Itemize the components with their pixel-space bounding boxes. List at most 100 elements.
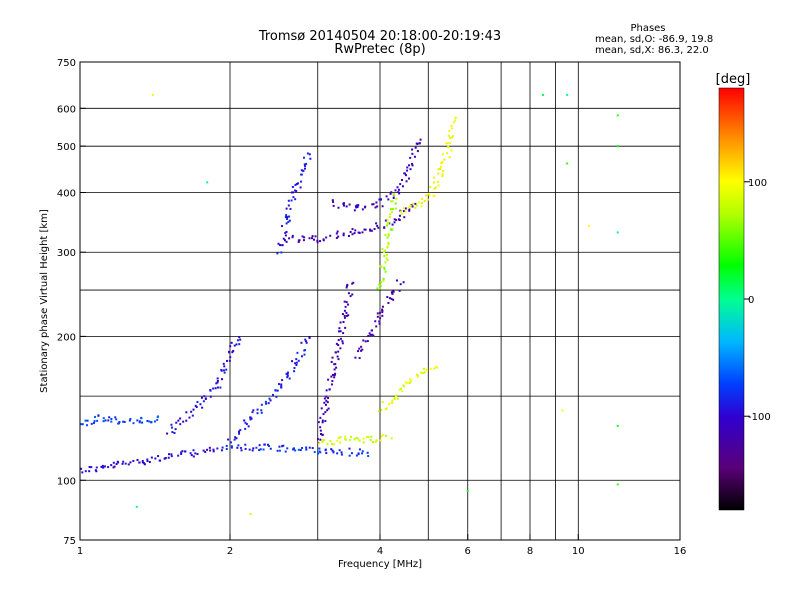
data-point: [294, 449, 297, 452]
data-point: [384, 219, 387, 222]
data-point: [249, 513, 252, 516]
data-point: [260, 403, 263, 406]
data-point: [209, 449, 212, 452]
data-point: [112, 461, 115, 464]
data-point: [355, 436, 358, 439]
data-point: [146, 459, 149, 462]
data-point: [297, 359, 300, 362]
data-point: [352, 281, 355, 284]
data-point: [447, 145, 450, 148]
data-point: [371, 333, 374, 336]
data-point: [376, 315, 379, 318]
data-point: [237, 339, 240, 342]
data-point: [420, 205, 423, 208]
data-point: [326, 442, 329, 445]
stats-line-o: mean, sd,O: -86.9, 19.8: [595, 34, 713, 45]
data-point: [297, 240, 300, 243]
data-point: [136, 458, 139, 461]
data-point: [425, 194, 428, 197]
data-point: [367, 334, 370, 337]
data-point: [448, 130, 451, 133]
data-point: [317, 452, 320, 455]
data-point: [416, 375, 419, 378]
data-point: [102, 420, 105, 423]
data-point: [229, 441, 232, 444]
data-point: [399, 283, 402, 286]
data-point: [309, 157, 312, 160]
data-point: [408, 205, 411, 208]
data-point: [319, 429, 322, 432]
data-point: [333, 376, 336, 379]
data-point: [369, 228, 372, 231]
data-point: [427, 192, 430, 195]
data-point: [288, 215, 291, 218]
data-point: [411, 162, 414, 165]
data-point: [420, 371, 423, 374]
data-point: [192, 408, 195, 411]
data-point: [355, 454, 358, 457]
data-point: [413, 155, 416, 158]
data-point: [184, 450, 187, 453]
data-point: [389, 192, 392, 195]
data-point: [240, 449, 243, 452]
data-point: [115, 463, 118, 466]
data-point: [386, 224, 389, 227]
data-point: [401, 185, 404, 188]
data-point: [337, 436, 340, 439]
data-point: [374, 320, 377, 323]
data-point: [391, 208, 394, 211]
data-point: [118, 421, 121, 424]
data-point: [281, 225, 284, 228]
data-point: [107, 466, 110, 469]
data-point: [414, 206, 417, 209]
data-point: [255, 446, 258, 449]
data-point: [337, 344, 340, 347]
data-point: [88, 470, 91, 473]
data-point: [349, 295, 352, 298]
data-point: [401, 212, 404, 215]
data-point: [345, 286, 348, 289]
data-point: [393, 398, 396, 401]
data-point: [330, 448, 333, 451]
data-point: [177, 454, 180, 457]
data-point: [384, 261, 387, 264]
data-point: [295, 361, 298, 364]
data-point: [146, 420, 149, 423]
data-point: [288, 219, 291, 222]
data-point: [398, 214, 401, 217]
data-point: [377, 226, 380, 229]
data-point: [129, 417, 132, 420]
data-point: [439, 165, 442, 168]
data-point: [110, 420, 113, 423]
data-point: [173, 432, 176, 435]
data-point: [256, 408, 259, 411]
data-point: [387, 243, 390, 246]
data-point: [336, 230, 339, 233]
data-point: [336, 452, 339, 455]
data-point: [96, 419, 99, 422]
data-point: [276, 252, 279, 255]
data-point: [277, 383, 280, 386]
data-point: [351, 233, 354, 236]
data-point: [378, 322, 381, 325]
data-point: [587, 225, 590, 228]
data-point: [268, 397, 271, 400]
data-point: [379, 317, 382, 320]
data-point: [390, 297, 393, 300]
data-point: [386, 259, 389, 262]
data-point: [542, 93, 545, 96]
data-point: [401, 179, 404, 182]
y-tick-label: 500: [57, 142, 76, 153]
x-tick-label: 2: [227, 546, 233, 557]
data-point: [128, 419, 131, 422]
data-point: [370, 435, 373, 438]
data-point: [287, 204, 290, 207]
data-point: [409, 168, 412, 171]
data-point: [276, 449, 279, 452]
data-point: [138, 461, 141, 464]
data-point: [362, 441, 365, 444]
data-point: [382, 433, 385, 436]
data-point: [290, 199, 293, 202]
data-point: [394, 202, 397, 205]
data-point: [332, 200, 335, 203]
